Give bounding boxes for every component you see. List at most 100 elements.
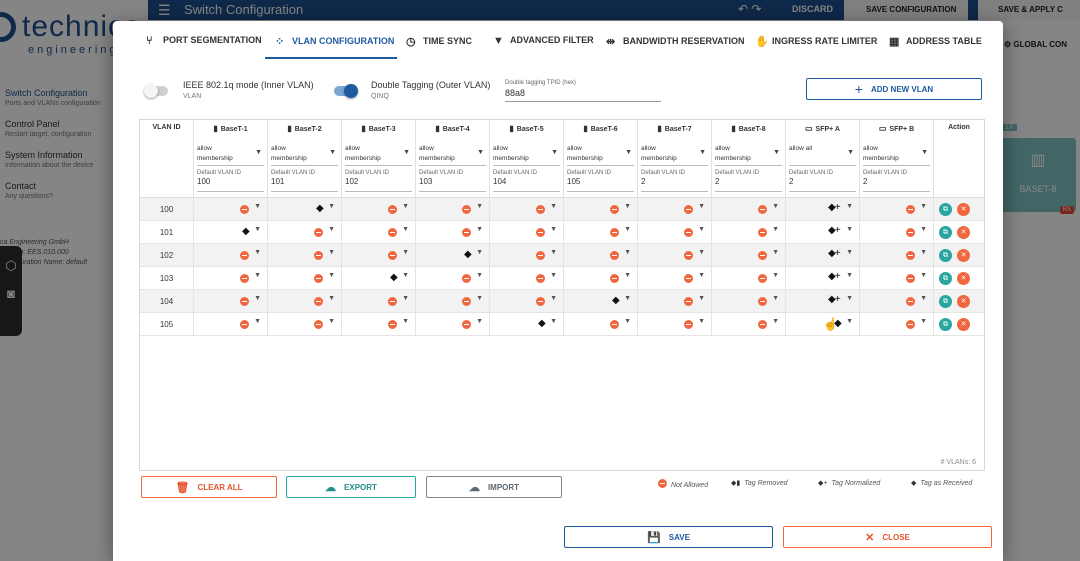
port-vlan-select[interactable]: ◆+ ▼ xyxy=(786,267,860,290)
port-vlan-select[interactable]: ▼ xyxy=(712,267,786,290)
port-vlan-select[interactable]: ▼ xyxy=(194,198,268,221)
port-vlan-select[interactable]: ◆ ▼ xyxy=(786,313,860,336)
double-tagging-toggle[interactable] xyxy=(334,84,358,98)
camera-icon[interactable]: ◙ xyxy=(7,286,15,301)
default-vlan-field[interactable]: Default VLAN ID 105 xyxy=(567,170,634,192)
global-config-button[interactable]: ⚙ GLOBAL CON xyxy=(1004,40,1068,49)
copy-row-icon[interactable]: ⧉ xyxy=(939,318,952,331)
port-vlan-select[interactable]: ▼ xyxy=(638,244,712,267)
port-vlan-select[interactable]: ▼ xyxy=(416,221,490,244)
membership-select[interactable]: allow membership ▼ xyxy=(715,144,782,166)
membership-select[interactable]: allow membership ▼ xyxy=(345,144,412,166)
settings-hex-icon[interactable]: ⬡ xyxy=(5,258,17,273)
port-vlan-select[interactable]: ▼ xyxy=(712,198,786,221)
delete-row-icon[interactable]: ✕ xyxy=(957,318,970,331)
port-vlan-select[interactable]: ▼ xyxy=(638,267,712,290)
port-vlan-select[interactable]: ◆ ▼ xyxy=(416,244,490,267)
port-vlan-select[interactable]: ▼ xyxy=(638,198,712,221)
port-vlan-select[interactable]: ▼ xyxy=(194,244,268,267)
port-vlan-select[interactable]: ▼ xyxy=(416,198,490,221)
membership-select[interactable]: allow membership ▼ xyxy=(271,144,338,166)
default-vlan-field[interactable]: Default VLAN ID 101 xyxy=(271,170,338,192)
sidebar-item-switch-configuration[interactable]: Switch Configuration Ports and VLANs con… xyxy=(0,88,148,107)
port-vlan-select[interactable]: ▼ xyxy=(194,267,268,290)
port-vlan-select[interactable]: ◆ ▼ xyxy=(490,313,564,336)
port-vlan-select[interactable]: ▼ xyxy=(342,313,416,336)
port-vlan-select[interactable]: ▼ xyxy=(268,244,342,267)
add-vlan-button[interactable]: + ADD NEW VLAN xyxy=(806,78,982,100)
port-vlan-select[interactable]: ▼ xyxy=(268,267,342,290)
port-card[interactable]: ▥ BASET-8 RX xyxy=(1000,138,1076,214)
default-vlan-field[interactable]: Default VLAN ID 104 xyxy=(493,170,560,192)
membership-select[interactable]: allow membership ▼ xyxy=(197,144,264,166)
membership-select[interactable]: allow membership ▼ xyxy=(641,144,708,166)
port-vlan-select[interactable]: ▼ xyxy=(490,290,564,313)
membership-select[interactable]: allow membership ▼ xyxy=(493,144,560,166)
port-vlan-select[interactable]: ▼ xyxy=(194,313,268,336)
port-vlan-select[interactable]: ◆ ▼ xyxy=(564,290,638,313)
port-vlan-select[interactable]: ▼ xyxy=(416,290,490,313)
sidebar-item-system-information[interactable]: System Information Information about the… xyxy=(0,150,148,169)
port-vlan-select[interactable]: ▼ xyxy=(564,244,638,267)
port-vlan-select[interactable]: ▼ xyxy=(712,313,786,336)
port-vlan-select[interactable]: ▼ xyxy=(342,244,416,267)
delete-row-icon[interactable]: ✕ xyxy=(957,226,970,239)
port-vlan-select[interactable]: ▼ xyxy=(490,198,564,221)
port-vlan-select[interactable]: ▼ xyxy=(860,198,934,221)
port-vlan-select[interactable]: ▼ xyxy=(638,221,712,244)
port-vlan-select[interactable]: ▼ xyxy=(416,267,490,290)
copy-row-icon[interactable]: ⧉ xyxy=(939,249,952,262)
port-vlan-select[interactable]: ▼ xyxy=(342,221,416,244)
port-vlan-select[interactable]: ▼ xyxy=(268,221,342,244)
sidebar-item-control-panel[interactable]: Control Panel Restart target, configurat… xyxy=(0,119,148,138)
discard-button[interactable]: DISCARD xyxy=(792,4,834,14)
port-vlan-select[interactable]: ▼ xyxy=(490,221,564,244)
port-vlan-select[interactable]: ▼ xyxy=(564,267,638,290)
default-vlan-field[interactable]: Default VLAN ID 2 xyxy=(863,170,930,192)
port-vlan-select[interactable]: ▼ xyxy=(416,313,490,336)
port-vlan-select[interactable]: ▼ xyxy=(564,313,638,336)
port-vlan-select[interactable]: ▼ xyxy=(860,290,934,313)
port-vlan-select[interactable]: ▼ xyxy=(194,290,268,313)
port-vlan-select[interactable]: ▼ xyxy=(860,267,934,290)
menu-icon[interactable]: ☰ xyxy=(158,2,171,18)
port-vlan-select[interactable]: ◆+ ▼ xyxy=(786,290,860,313)
copy-row-icon[interactable]: ⧉ xyxy=(939,272,952,285)
default-vlan-field[interactable]: Default VLAN ID 2 xyxy=(641,170,708,192)
port-vlan-select[interactable]: ◆ ▼ xyxy=(194,221,268,244)
delete-row-icon[interactable]: ✕ xyxy=(957,295,970,308)
tab-vlan-configuration[interactable]: ⁘ VLAN CONFIGURATION xyxy=(275,35,394,48)
port-vlan-select[interactable]: ◆ ▼ xyxy=(342,267,416,290)
port-vlan-select[interactable]: ▼ xyxy=(638,313,712,336)
membership-select[interactable]: allow membership ▼ xyxy=(567,144,634,166)
close-button[interactable]: ✕ CLOSE xyxy=(783,526,992,548)
port-vlan-select[interactable]: ▼ xyxy=(712,290,786,313)
delete-row-icon[interactable]: ✕ xyxy=(957,203,970,216)
port-vlan-select[interactable]: ◆+ ▼ xyxy=(786,221,860,244)
default-vlan-field[interactable]: Default VLAN ID 2 xyxy=(715,170,782,192)
import-button[interactable]: ☁ IMPORT xyxy=(426,476,562,498)
port-vlan-select[interactable]: ▼ xyxy=(490,244,564,267)
tab-port-segmentation[interactable]: ⑂ PORT SEGMENTATION xyxy=(146,35,262,47)
copy-row-icon[interactable]: ⧉ xyxy=(939,226,952,239)
save-button[interactable]: 💾 SAVE xyxy=(564,526,773,548)
port-vlan-select[interactable]: ▼ xyxy=(268,313,342,336)
default-vlan-field[interactable]: Default VLAN ID 102 xyxy=(345,170,412,192)
delete-row-icon[interactable]: ✕ xyxy=(957,272,970,285)
membership-select[interactable]: allow membership ▼ xyxy=(419,144,486,166)
port-vlan-select[interactable]: ▼ xyxy=(712,244,786,267)
tab-bandwidth-reservation[interactable]: ⇹ BANDWIDTH RESERVATION xyxy=(606,35,745,48)
copy-row-icon[interactable]: ⧉ xyxy=(939,295,952,308)
port-vlan-select[interactable]: ▼ xyxy=(860,313,934,336)
export-button[interactable]: ☁ EXPORT xyxy=(286,476,416,498)
port-vlan-select[interactable]: ▼ xyxy=(564,221,638,244)
port-vlan-select[interactable]: ▼ xyxy=(564,198,638,221)
undo-redo-icon[interactable]: ↶ ↷ xyxy=(738,2,762,16)
port-vlan-select[interactable]: ◆+ ▼ xyxy=(786,244,860,267)
port-vlan-select[interactable]: ▼ xyxy=(342,198,416,221)
default-vlan-field[interactable]: Default VLAN ID 100 xyxy=(197,170,264,192)
port-vlan-select[interactable]: ▼ xyxy=(342,290,416,313)
default-vlan-field[interactable]: Default VLAN ID 103 xyxy=(419,170,486,192)
tab-advanced-filter[interactable]: ▼ ADVANCED FILTER xyxy=(493,35,594,47)
clear-all-button[interactable]: 🗑 CLEAR ALL xyxy=(141,476,277,498)
